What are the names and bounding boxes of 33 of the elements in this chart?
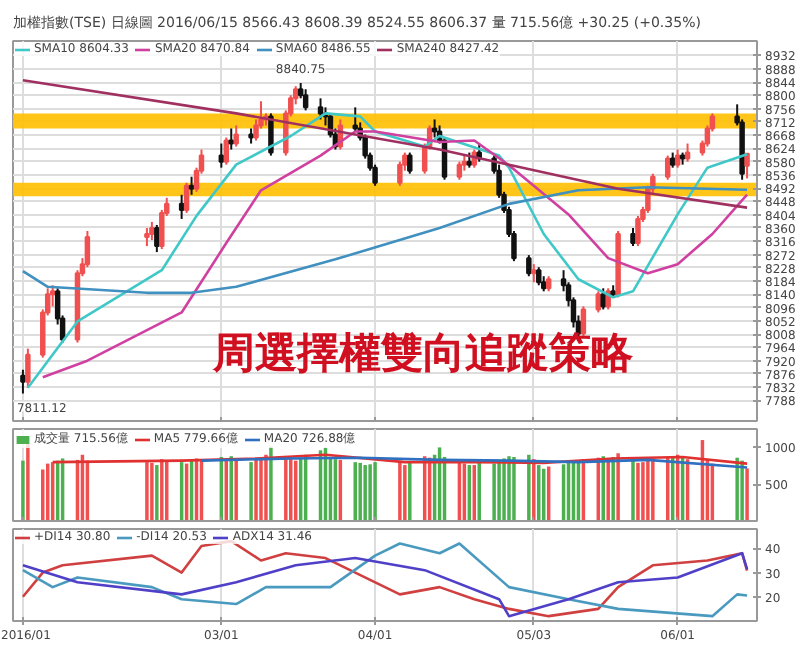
candlestick: [595, 290, 602, 314]
candlestick: [531, 263, 537, 284]
candlestick: [149, 220, 155, 242]
candlestick: [302, 88, 309, 112]
candlestick: [407, 151, 413, 175]
candlestick: [178, 193, 185, 220]
candlestick: [674, 148, 681, 169]
candlestick: [223, 136, 230, 166]
candlestick: [188, 175, 195, 196]
candlestick: [536, 266, 542, 287]
candlestick: [630, 226, 636, 248]
candlestick: [154, 223, 160, 254]
candlestick: [684, 142, 691, 163]
candlestick: [218, 142, 225, 169]
candlestick: [431, 118, 438, 139]
candlestick: [664, 154, 671, 181]
candlestick: [144, 226, 150, 248]
line-series: [21, 78, 749, 209]
annotation: 周選擇權雙向追蹤策略: [211, 327, 635, 377]
candlestick: [352, 106, 358, 133]
candlestick: [20, 368, 26, 395]
candlestick: [317, 97, 324, 121]
candlestick: [49, 284, 56, 308]
candlestick: [233, 124, 239, 148]
candlestick: [25, 347, 31, 389]
candlestick: [744, 152, 750, 180]
candlestick: [526, 254, 532, 278]
candlestick: [397, 160, 403, 187]
line-series: [21, 185, 749, 295]
candlestick: [183, 181, 190, 214]
candlestick: [456, 160, 463, 181]
candlestick: [635, 214, 641, 248]
candlestick: [84, 230, 91, 269]
